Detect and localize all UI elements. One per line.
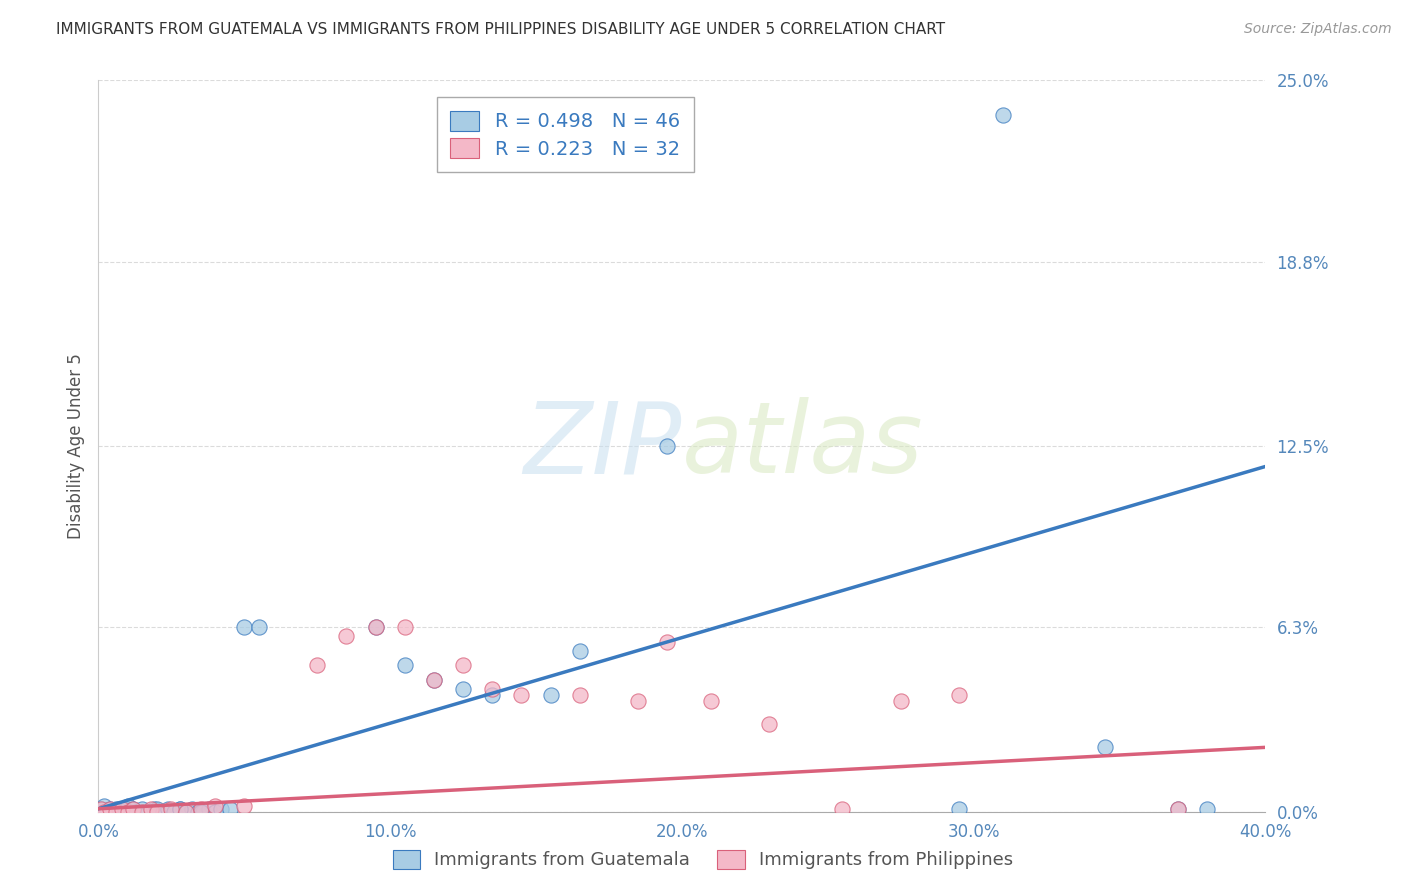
Point	[146, 805, 169, 819]
Point	[1094, 740, 1116, 755]
Point	[831, 802, 853, 816]
Point	[540, 688, 562, 702]
Point	[209, 802, 232, 816]
Point	[93, 805, 115, 819]
Y-axis label: Disability Age Under 5: Disability Age Under 5	[66, 353, 84, 539]
Point	[122, 802, 145, 816]
Point	[111, 802, 134, 816]
Point	[657, 635, 679, 649]
Point	[90, 802, 112, 816]
Point	[1167, 802, 1189, 816]
Legend: R = 0.498   N = 46, R = 0.223   N = 32: R = 0.498 N = 46, R = 0.223 N = 32	[437, 97, 693, 172]
Point	[481, 681, 503, 696]
Point	[204, 805, 226, 819]
Point	[160, 802, 183, 816]
Point	[120, 805, 142, 819]
Text: ZIP: ZIP	[523, 398, 682, 494]
Point	[96, 805, 118, 819]
Point	[131, 802, 153, 816]
Point	[131, 805, 153, 819]
Point	[190, 805, 212, 819]
Point	[568, 644, 591, 658]
Point	[146, 802, 169, 816]
Point	[451, 658, 474, 673]
Point	[98, 802, 121, 816]
Point	[104, 802, 127, 816]
Point	[510, 688, 533, 702]
Point	[180, 802, 202, 816]
Text: Source: ZipAtlas.com: Source: ZipAtlas.com	[1244, 22, 1392, 37]
Point	[423, 673, 446, 687]
Point	[169, 802, 191, 816]
Point	[568, 688, 591, 702]
Point	[111, 805, 134, 819]
Point	[193, 805, 215, 819]
Point	[394, 620, 416, 634]
Text: IMMIGRANTS FROM GUATEMALA VS IMMIGRANTS FROM PHILIPPINES DISABILITY AGE UNDER 5 : IMMIGRANTS FROM GUATEMALA VS IMMIGRANTS …	[56, 22, 945, 37]
Point	[169, 802, 191, 816]
Point	[481, 688, 503, 702]
Point	[758, 717, 780, 731]
Point	[890, 693, 912, 707]
Point	[307, 658, 329, 673]
Point	[451, 681, 474, 696]
Point	[991, 108, 1014, 122]
Point	[139, 802, 162, 816]
Point	[423, 673, 446, 687]
Point	[233, 620, 256, 634]
Point	[174, 805, 197, 819]
Point	[948, 802, 970, 816]
Point	[142, 802, 165, 816]
Point	[157, 802, 180, 816]
Point	[190, 802, 212, 816]
Point	[163, 805, 186, 819]
Point	[104, 805, 127, 819]
Point	[1167, 802, 1189, 816]
Point	[1195, 802, 1218, 816]
Point	[125, 805, 148, 819]
Point	[187, 805, 209, 819]
Point	[101, 805, 124, 819]
Point	[117, 798, 139, 813]
Point	[204, 798, 226, 813]
Point	[114, 802, 136, 816]
Point	[364, 620, 387, 634]
Legend: Immigrants from Guatemala, Immigrants from Philippines: Immigrants from Guatemala, Immigrants fr…	[384, 841, 1022, 879]
Point	[93, 798, 115, 813]
Point	[108, 802, 131, 816]
Point	[247, 620, 270, 634]
Point	[90, 802, 112, 816]
Point	[657, 439, 679, 453]
Point	[136, 805, 159, 819]
Point	[627, 693, 650, 707]
Point	[98, 802, 121, 816]
Point	[335, 629, 357, 643]
Point	[174, 805, 197, 819]
Point	[122, 802, 145, 816]
Point	[948, 688, 970, 702]
Point	[700, 693, 723, 707]
Point	[364, 620, 387, 634]
Point	[152, 805, 174, 819]
Point	[218, 802, 240, 816]
Point	[233, 798, 256, 813]
Point	[394, 658, 416, 673]
Point	[198, 802, 221, 816]
Text: atlas: atlas	[682, 398, 924, 494]
Point	[117, 805, 139, 819]
